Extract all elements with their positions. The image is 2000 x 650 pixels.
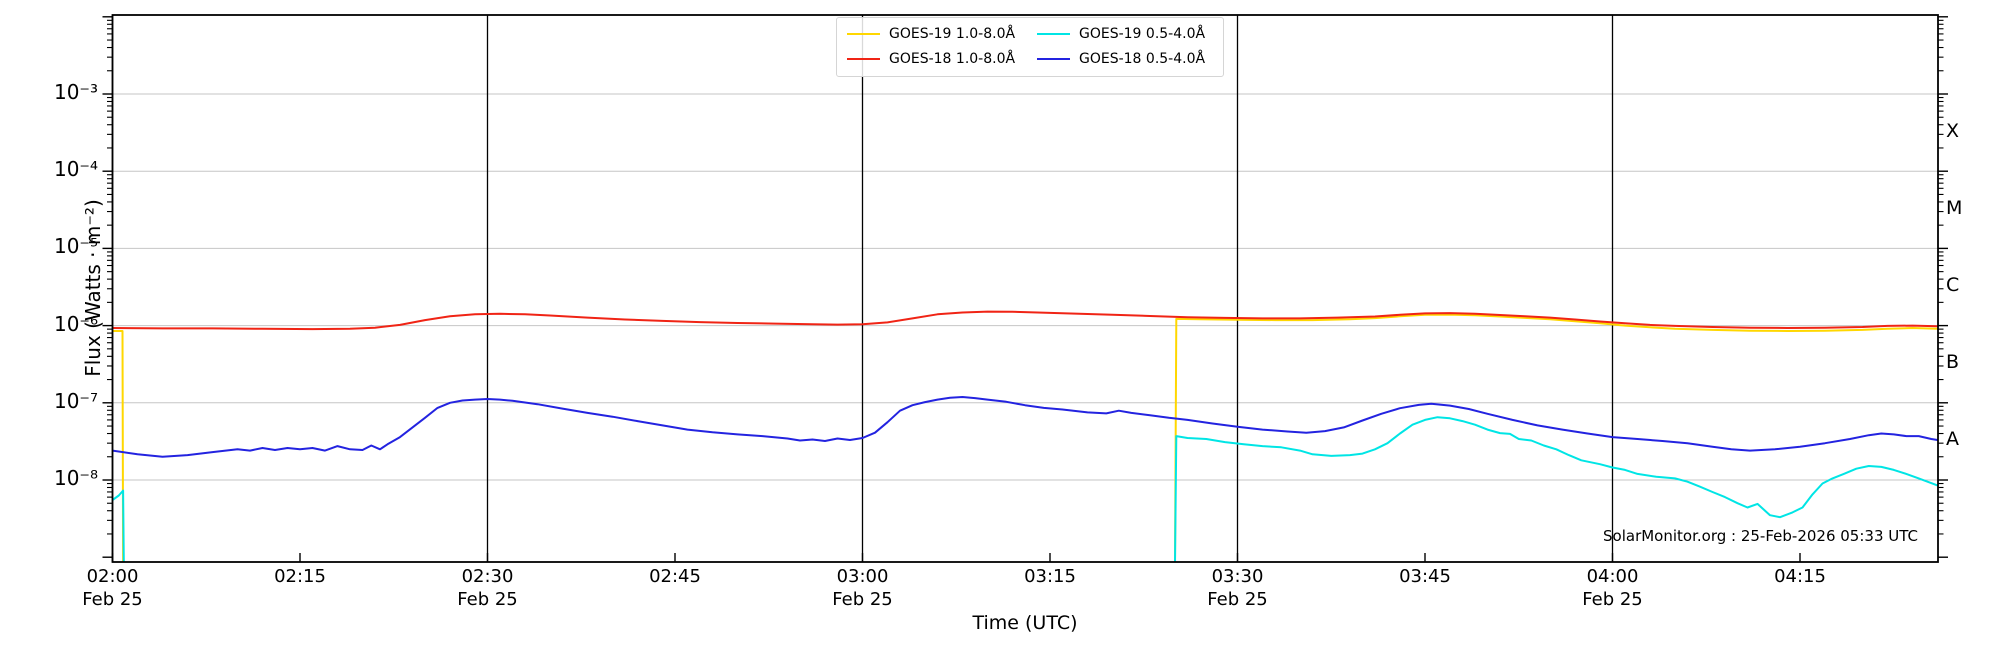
- y-tick-label: 10⁻⁷: [53, 388, 98, 413]
- x-tick-date-label: Feb 25: [82, 589, 143, 610]
- watermark-credit: SolarMonitor.org : 25-Feb-2026 05:33 UTC: [1603, 527, 1918, 545]
- x-axis-title: Time (UTC): [972, 612, 1078, 634]
- x-tick-label: 02:00: [86, 566, 139, 587]
- plot-border: [111, 14, 1939, 563]
- legend-line-sample-icon: [1037, 33, 1070, 35]
- legend-entry-goes19-short: GOES-19 0.5-4.0Å: [1037, 26, 1213, 42]
- legend-entry-goes19-long: GOES-19 1.0-8.0Å: [847, 26, 1023, 42]
- legend-label: GOES-18 1.0-8.0Å: [889, 51, 1016, 67]
- x-tick-date-label: Feb 25: [457, 589, 518, 610]
- y-axis-title: Flux (Watts · m⁻²): [80, 199, 105, 377]
- x-tick-label: 03:45: [1399, 566, 1451, 587]
- x-tick-label: 03:15: [1024, 566, 1076, 587]
- goes-class-letter: X: [1946, 119, 1960, 142]
- goes-class-letter: M: [1946, 196, 1963, 219]
- goes-class-letter: C: [1946, 274, 1960, 296]
- x-tick-label: 02:45: [649, 566, 701, 587]
- legend-label: GOES-19 0.5-4.0Å: [1079, 26, 1206, 42]
- flux-curve: [112, 416, 1938, 562]
- x-tick-date-label: Feb 25: [1582, 589, 1643, 610]
- legend-entry-goes18-short: GOES-18 0.5-4.0Å: [1037, 51, 1213, 67]
- y-tick-label: 10⁻³: [53, 80, 98, 104]
- legend-label: GOES-18 0.5-4.0Å: [1079, 51, 1206, 67]
- legend-line-sample-icon: [847, 58, 880, 60]
- legend-line-sample-icon: [1037, 58, 1070, 60]
- x-tick-label: 02:30: [461, 566, 514, 587]
- x-tick-label: 03:30: [1211, 566, 1264, 587]
- flux-curve: [112, 313, 1938, 562]
- flux-curve: [112, 310, 1938, 331]
- x-tick-label: 04:00: [1586, 566, 1639, 587]
- y-tick-label: 10⁻⁶: [53, 311, 98, 336]
- y-tick-label: 10⁻⁵: [53, 234, 98, 259]
- legend-line-sample-icon: [847, 33, 880, 35]
- legend: GOES-19 1.0-8.0Å GOES-19 0.5-4.0Å GOES-1…: [836, 17, 1224, 77]
- legend-label: GOES-19 1.0-8.0Å: [889, 26, 1016, 42]
- y-tick-label: 10⁻⁸: [53, 466, 98, 490]
- legend-entry-goes18-long: GOES-18 1.0-8.0Å: [847, 51, 1023, 67]
- flux-curve: [112, 396, 1938, 458]
- goes-class-letter: B: [1946, 351, 1960, 374]
- goes-class-letter: A: [1946, 428, 1959, 451]
- x-tick-label: 03:00: [836, 566, 889, 587]
- x-tick-date-label: Feb 25: [1207, 589, 1268, 610]
- y-tick-label: 10⁻⁴: [53, 157, 98, 182]
- x-tick-label: 04:15: [1774, 566, 1826, 587]
- x-tick-date-label: Feb 25: [832, 589, 893, 610]
- x-tick-label: 02:15: [274, 566, 326, 587]
